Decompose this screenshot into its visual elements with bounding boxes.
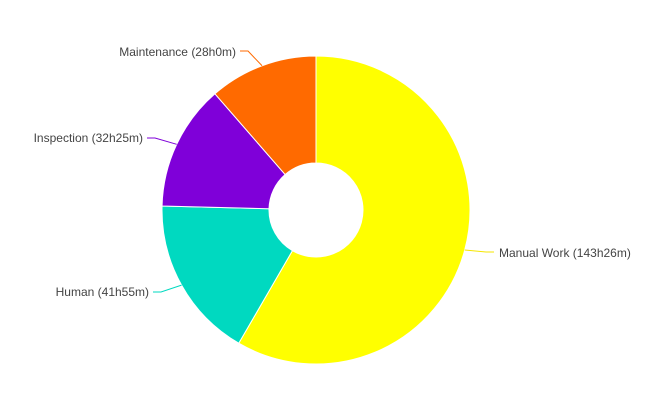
- leader-line-maintenance: [240, 50, 263, 67]
- slice-inspection[interactable]: [161, 93, 286, 210]
- leader-line-human: [153, 284, 182, 293]
- leader-lines-group: [147, 50, 494, 293]
- slice-label-inspection: Inspection (32h25m): [34, 131, 143, 145]
- slices-group: [161, 55, 471, 365]
- leader-line-inspection: [147, 137, 177, 145]
- slice-maintenance[interactable]: [214, 55, 317, 176]
- labels-group: Manual Work (143h26m) Human (41h55m) Ins…: [34, 45, 631, 299]
- slice-manual-work[interactable]: [238, 55, 471, 365]
- leader-line-manual-work: [464, 249, 494, 253]
- slice-human[interactable]: [161, 205, 294, 344]
- slice-label-human: Human (41h55m): [56, 285, 149, 299]
- slice-label-manual-work: Manual Work (143h26m): [499, 246, 631, 260]
- slice-label-maintenance: Maintenance (28h0m): [119, 45, 236, 59]
